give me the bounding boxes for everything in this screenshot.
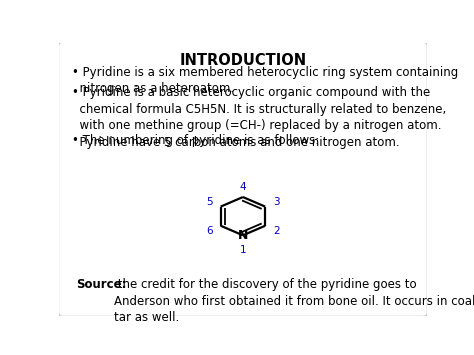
Text: 5: 5 [206,197,212,207]
Text: N: N [238,229,248,242]
Text: INTRODUCTION: INTRODUCTION [179,53,307,68]
Text: • The numbering of pyridine is as follows:: • The numbering of pyridine is as follow… [72,134,319,147]
Text: 1: 1 [240,245,246,255]
Text: the credit for the discovery of the pyridine goes to
Anderson who first obtained: the credit for the discovery of the pyri… [114,278,474,324]
Text: 2: 2 [273,226,280,236]
Text: Source:: Source: [76,278,126,291]
Text: • Pyridine is a six membered heterocyclic ring system containing
  nitrogen as a: • Pyridine is a six membered heterocycli… [72,66,458,95]
Text: • Pyridine is a basic heterocyclic organic compound with the
  chemical formula : • Pyridine is a basic heterocyclic organ… [72,86,447,149]
FancyBboxPatch shape [58,42,428,317]
Text: 3: 3 [273,197,280,207]
Text: 4: 4 [240,182,246,192]
Text: 6: 6 [206,226,212,236]
